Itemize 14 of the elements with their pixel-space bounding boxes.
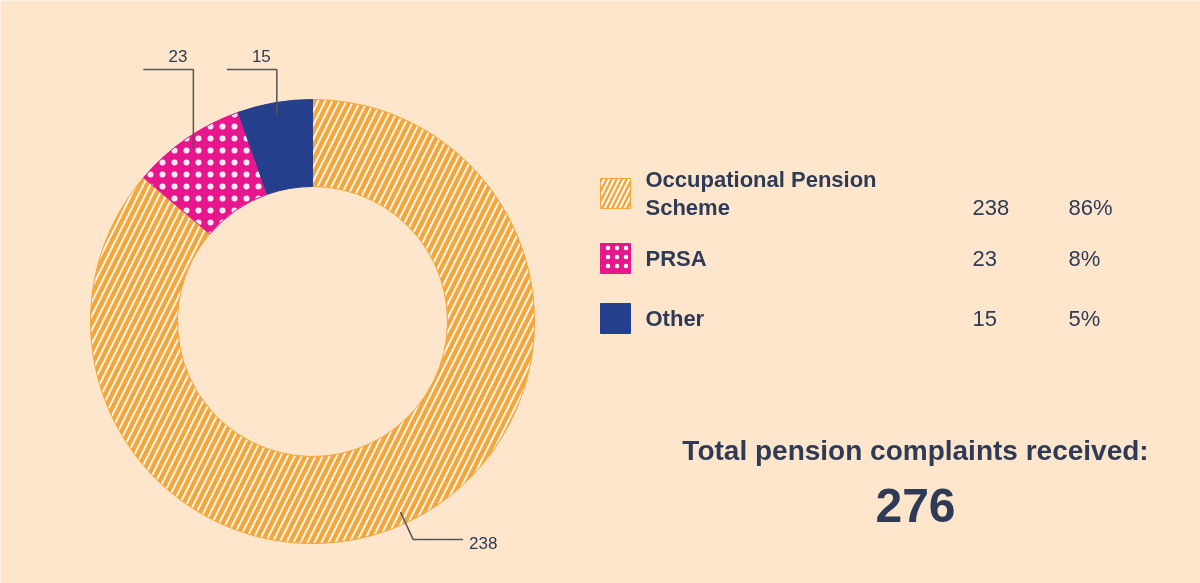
text: Total pension complaints received: (682, 435, 1149, 466)
legend-label: Other (645, 306, 705, 331)
text: 276 (875, 479, 956, 532)
text: 23 (972, 246, 997, 271)
data-label: 238 (469, 534, 498, 554)
data-label: 15 (251, 46, 271, 66)
legend-label: Occupational Pension Scheme (645, 167, 877, 220)
text: 86% (1068, 195, 1113, 220)
text: 238 (972, 195, 1010, 220)
text: 8% (1068, 246, 1101, 271)
data-label: 23 (168, 46, 188, 66)
text: 5% (1068, 306, 1101, 331)
text: 15 (972, 306, 997, 331)
legend-label: PRSA (645, 246, 707, 271)
